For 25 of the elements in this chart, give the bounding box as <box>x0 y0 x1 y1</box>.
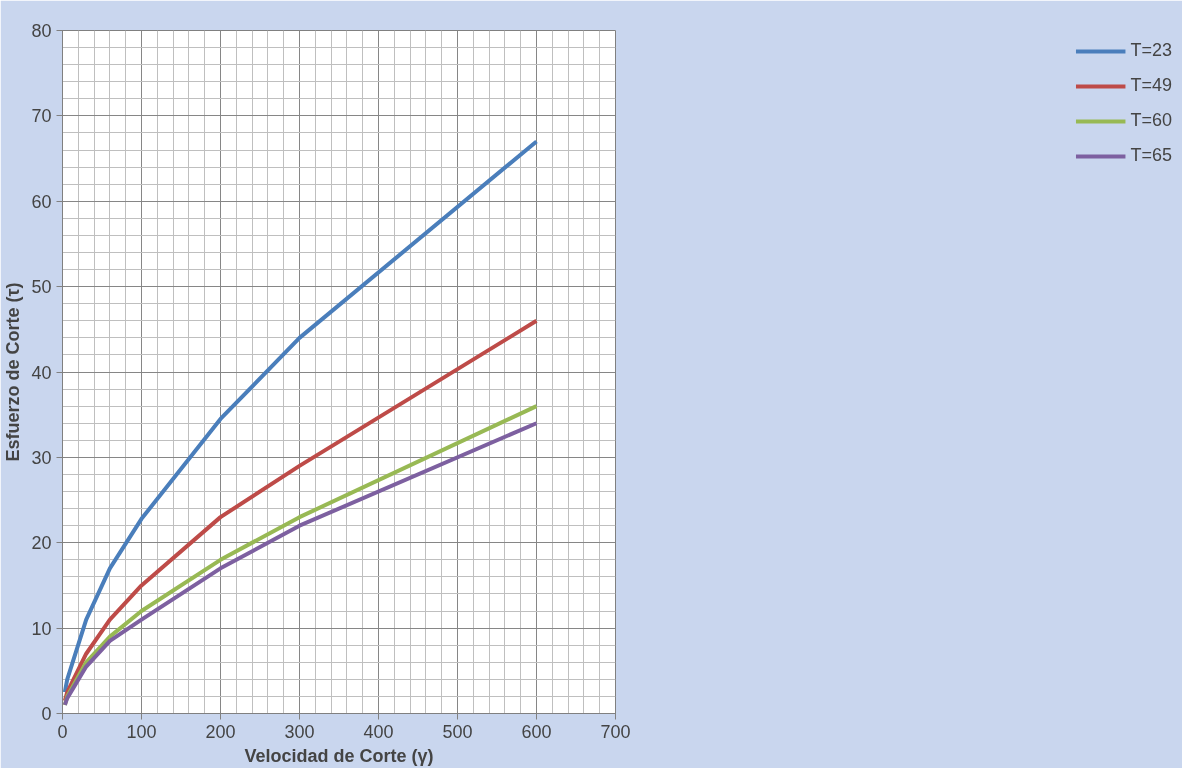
legend-label: T=60 <box>1130 110 1172 131</box>
line-series <box>62 318 539 703</box>
x-tick-label: 700 <box>600 721 631 742</box>
x-tick-label: 500 <box>442 721 473 742</box>
y-tick-label: 40 <box>31 362 52 383</box>
y-tick-label: 60 <box>31 191 52 212</box>
x-tick-label: 300 <box>284 721 315 742</box>
x-axis-title: Velocidad de Corte (γ) <box>244 745 434 766</box>
y-tick-label: 20 <box>31 533 52 554</box>
y-tick-label: 0 <box>41 704 52 724</box>
y-tick-label: 80 <box>31 21 52 41</box>
y-tick-label: 70 <box>31 106 52 127</box>
x-tick-label: 100 <box>126 721 157 742</box>
y-tick-label: 30 <box>31 447 52 468</box>
line-series <box>62 139 539 695</box>
legend-label: T=65 <box>1130 145 1172 166</box>
x-tick-label: 0 <box>57 721 68 742</box>
x-tick-label: 200 <box>205 721 236 742</box>
legend-label: T=49 <box>1130 75 1172 96</box>
x-tick-label: 400 <box>363 721 394 742</box>
y-tick-label: 10 <box>31 618 52 639</box>
legend-label: T=23 <box>1130 40 1172 61</box>
y-axis-title: Esfuerzo de Corte (τ) <box>3 282 24 462</box>
x-tick-label: 600 <box>521 721 552 742</box>
y-tick-label: 50 <box>31 277 52 298</box>
